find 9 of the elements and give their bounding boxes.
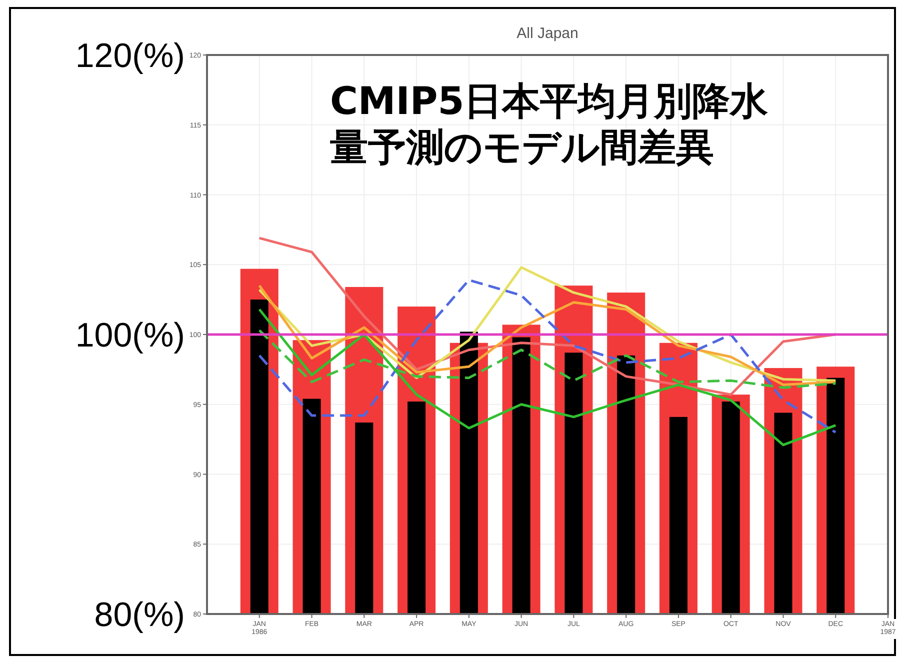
line-series (258, 308, 837, 446)
y2-tick-label: 80(%) (94, 596, 185, 634)
annotation: CMIP5日本平均月別降水量予測のモデル間差異 (330, 78, 770, 170)
chart-title: All Japan (516, 25, 578, 42)
line-series (258, 329, 837, 389)
y2-tick-label: 120(%) (75, 37, 185, 75)
line-series (258, 284, 837, 386)
y2-tick-label: 100(%) (75, 316, 185, 354)
line-series (258, 278, 837, 434)
